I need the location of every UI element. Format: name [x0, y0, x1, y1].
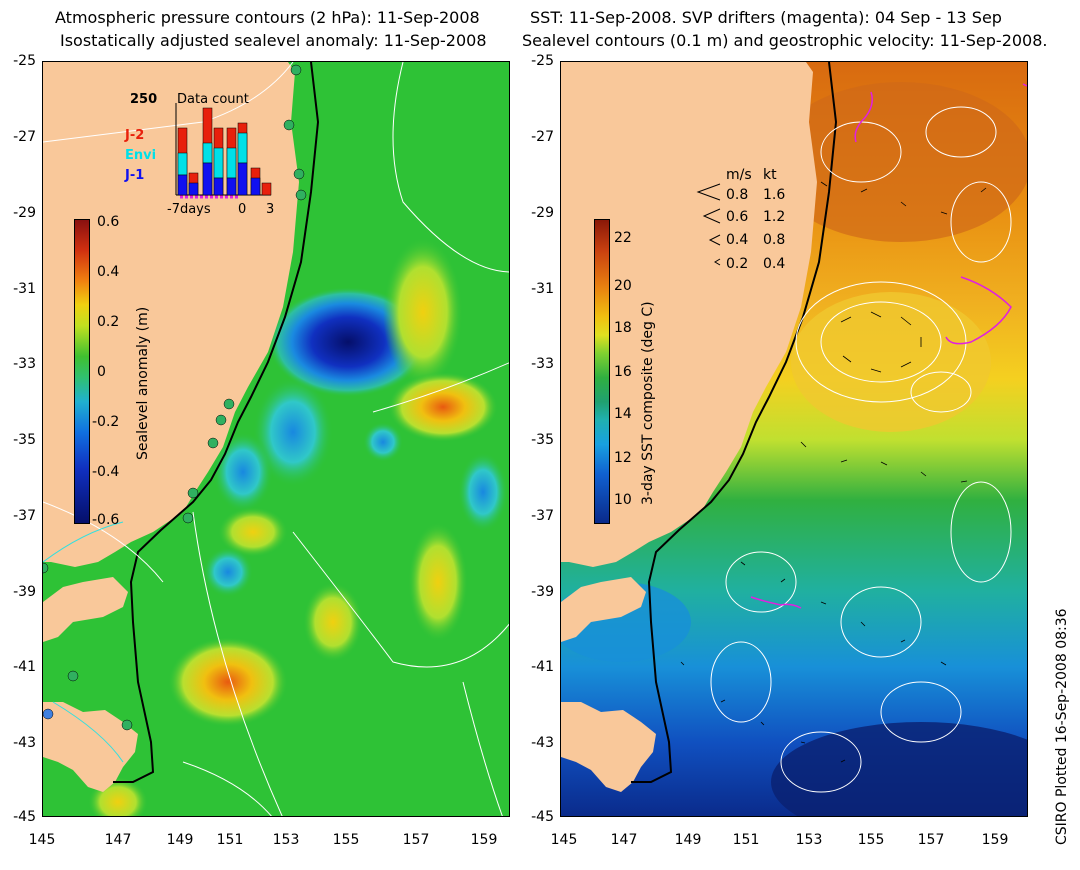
velocity-legend-kt-0: 1.6 — [763, 187, 786, 203]
histogram-bars — [177, 107, 272, 196]
left-ylabel-8: -41 — [13, 659, 36, 675]
right-ylabel-3: -31 — [531, 281, 554, 297]
inset-xaxis-label: -7days — [167, 202, 211, 217]
left-ylabel-7: -39 — [13, 584, 36, 600]
right-ylabel-9: -43 — [531, 735, 554, 751]
sealevel-tick-5: -0.4 — [92, 464, 120, 480]
left-ylabel-3: -31 — [13, 281, 36, 297]
velocity-legend-kt-1: 1.2 — [763, 209, 786, 225]
right-ylabel-1: -27 — [531, 129, 554, 145]
velocity-legend-ms-1: 0.6 — [726, 209, 749, 225]
right-xlabel-0: 145 — [550, 832, 578, 848]
right-ylabel-2: -29 — [531, 205, 554, 221]
left-ylabel-2: -29 — [13, 205, 36, 221]
inset-series-j2: J-2 — [125, 128, 145, 143]
right-xlabel-5: 155 — [857, 832, 885, 848]
left-map-panel — [42, 61, 510, 817]
right-ylabel-5: -35 — [531, 432, 554, 448]
right-xlabel-4: 153 — [795, 832, 823, 848]
right-xlabel-1: 147 — [610, 832, 638, 848]
sealevel-contours — [710, 106, 1012, 793]
velocity-legend-ms-2: 0.4 — [726, 232, 749, 248]
left-xlabel-1: 147 — [104, 832, 132, 848]
right-xlabel-2: 149 — [674, 832, 702, 848]
velocity-legend-ms-3: 0.2 — [726, 256, 749, 272]
inset-series-envi: Envi — [125, 148, 157, 163]
inset-series-j1: J-1 — [125, 168, 145, 183]
sst-tick-20: 20 — [614, 278, 632, 294]
svp-drifter-tracks — [750, 83, 1027, 609]
left-ylabel-10: -45 — [13, 809, 36, 825]
velocity-legend-kt-3: 0.4 — [763, 256, 786, 272]
left-xlabel-2: 149 — [166, 832, 194, 848]
velocity-legend-header-ms: m/s — [726, 167, 752, 183]
inset-count-label: 250 — [130, 92, 158, 107]
plot-stamp: CSIRO Plotted 16-Sep-2008 08:36 — [1054, 608, 1070, 845]
right-title-line2: Sealevel contours (0.1 m) and geostrophi… — [522, 31, 1048, 50]
left-ylabel-4: -33 — [13, 356, 36, 372]
sealevel-colorbar — [74, 219, 90, 524]
sst-tick-18: 18 — [614, 320, 632, 336]
left-xlabel-0: 145 — [28, 832, 56, 848]
left-ylabel-5: -35 — [13, 432, 36, 448]
sst-colorbar-title: 3-day SST composite (deg C) — [640, 301, 656, 505]
right-xlabel-7: 159 — [981, 832, 1009, 848]
inset-title: Data count — [177, 92, 249, 107]
sealevel-tick-1: 0.4 — [97, 264, 120, 280]
right-ylabel-10: -45 — [531, 809, 554, 825]
sealevel-colorbar-title: Sealevel anomaly (m) — [135, 306, 151, 460]
sealevel-anomaly-map — [43, 62, 509, 816]
right-xlabel-6: 157 — [917, 832, 945, 848]
sst-tick-12: 12 — [614, 450, 632, 466]
right-ylabel-8: -41 — [531, 659, 554, 675]
sst-tick-10: 10 — [614, 492, 632, 508]
right-ylabel-4: -33 — [531, 356, 554, 372]
sst-tick-16: 16 — [614, 364, 632, 380]
left-xlabel-5: 155 — [332, 832, 360, 848]
right-ylabel-0: -25 — [531, 53, 554, 69]
left-xlabel-3: 151 — [216, 832, 244, 848]
left-title-line2: Isostatically adjusted sealevel anomaly:… — [60, 31, 487, 50]
sealevel-tick-6: -0.6 — [92, 512, 120, 528]
left-ylabel-9: -43 — [13, 735, 36, 751]
left-xlabel-4: 153 — [272, 832, 300, 848]
sealevel-tick-3: 0 — [97, 364, 106, 380]
sst-tick-14: 14 — [614, 406, 632, 422]
sealevel-tick-4: -0.2 — [92, 414, 120, 430]
velocity-legend-ms-0: 0.8 — [726, 187, 749, 203]
geostrophic-velocity-arrows — [680, 181, 987, 763]
velocity-legend-header-kt: kt — [763, 167, 777, 183]
right-title-line1: SST: 11-Sep-2008. SVP drifters (magenta)… — [530, 8, 1002, 27]
data-count-histogram — [175, 103, 272, 199]
sealevel-tick-2: 0.2 — [97, 314, 120, 330]
left-ylabel-6: -37 — [13, 508, 36, 524]
velocity-legend-kt-2: 0.8 — [763, 232, 786, 248]
left-xlabel-7: 159 — [470, 832, 498, 848]
data-count-inset: 250 Data count J-2 Envi J-1 — [125, 88, 285, 218]
sealevel-tick-0: 0.6 — [97, 214, 120, 230]
velocity-legend-arrows — [696, 183, 721, 266]
sst-colorbar — [594, 219, 610, 524]
inset-xtick-0: 0 — [238, 202, 247, 217]
sst-tick-22: 22 — [614, 230, 632, 246]
right-map-panel — [560, 61, 1028, 817]
left-title-line1: Atmospheric pressure contours (2 hPa): 1… — [55, 8, 480, 27]
right-ylabel-7: -39 — [531, 584, 554, 600]
left-xlabel-6: 157 — [402, 832, 430, 848]
sst-map — [561, 62, 1027, 816]
left-ylabel-1: -27 — [13, 129, 36, 145]
inset-xtick-3: 3 — [266, 202, 275, 217]
left-ylabel-0: -25 — [13, 53, 36, 69]
right-xlabel-3: 151 — [732, 832, 760, 848]
right-ylabel-6: -37 — [531, 508, 554, 524]
